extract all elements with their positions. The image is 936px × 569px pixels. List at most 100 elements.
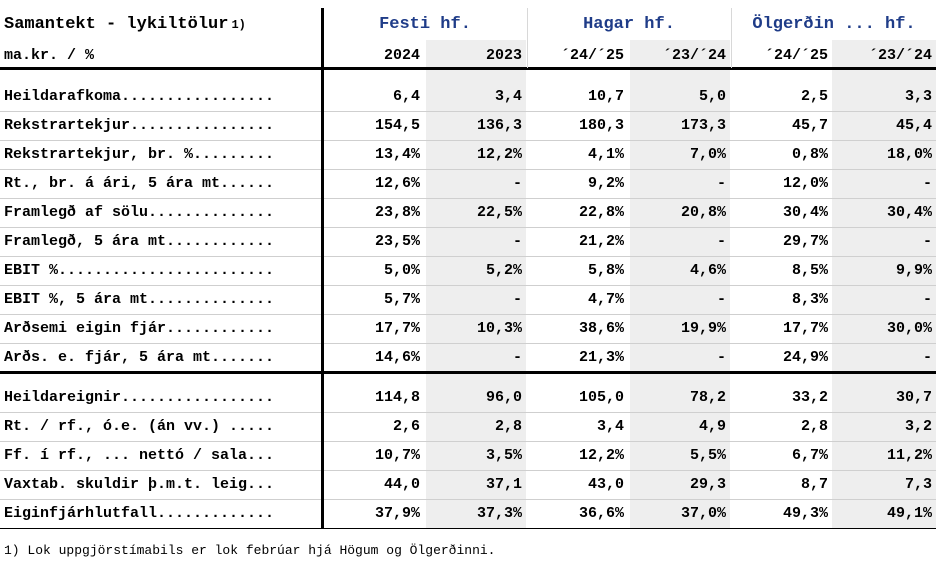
company-header-hagar: Hagar hf. (583, 15, 675, 34)
value-cell: 23,5% (374, 233, 420, 250)
value-cell: 45,7 (791, 117, 828, 134)
table-row: Framlegð af sölu.............. 23,8% 22,5%… (0, 198, 936, 227)
row-label: Arðs. e. fjár, 5 ára mt....... (4, 349, 275, 366)
row-label: Framlegð af sölu.............. (4, 204, 275, 221)
value-cell: 9,9% (895, 262, 932, 279)
value-cell: 37,1 (485, 476, 522, 493)
value-cell: 7,0% (689, 146, 726, 163)
value-cell: 136,3 (476, 117, 522, 134)
value-cell: 6,7% (791, 447, 828, 464)
row-gridline (0, 256, 936, 257)
title-text: Samantekt - lykiltölur (4, 15, 229, 34)
value-cell: 10,3% (476, 320, 522, 337)
table-row: Framlegð, 5 ára mt............ 23,5% - 21,2… (0, 227, 936, 256)
value-cell: 10,7% (374, 447, 420, 464)
value-cell: 5,0% (383, 262, 420, 279)
value-cell: - (922, 233, 932, 250)
value-cell: 5,8% (587, 262, 624, 279)
value-cell: 29,7% (782, 233, 828, 250)
value-cell: 4,7% (587, 291, 624, 308)
value-cell: 2,5 (800, 88, 828, 105)
row-gridline (0, 169, 936, 170)
table-row: Vaxtab. skuldir þ.m.t. leig... 44,0 37,1 43… (0, 470, 936, 499)
table-row: EBIT %, 5 ára mt.............. 5,7% - 4,7% -… (0, 285, 936, 314)
value-cell: - (716, 349, 726, 366)
value-cell: 4,9 (698, 418, 726, 435)
value-cell: - (512, 175, 522, 192)
value-cell: 0,8% (791, 146, 828, 163)
shade-col-2023 (426, 40, 526, 528)
value-cell: 12,2% (476, 146, 522, 163)
value-cell: 154,5 (374, 117, 420, 134)
table-row: EBIT %........................ 5,0% 5,2% 5,… (0, 256, 936, 285)
value-cell: 3,4 (596, 418, 624, 435)
value-cell: 8,3% (791, 291, 828, 308)
value-cell: 49,3% (782, 505, 828, 522)
value-cell: 173,3 (680, 117, 726, 134)
period-header: ´24/´25 (764, 47, 828, 64)
row-gridline (0, 198, 936, 199)
header-rule (0, 67, 936, 70)
table-row: Heildarafkoma................. 6,4 3,4 10,7… (0, 82, 936, 111)
shade-col-olgerdin-prev (832, 40, 936, 528)
period-header: ´23/´24 (868, 47, 932, 64)
row-gridline (0, 227, 936, 228)
value-cell: 12,6% (374, 175, 420, 192)
title-footnote-marker: 1) (231, 18, 246, 32)
value-cell: 96,0 (485, 389, 522, 406)
value-cell: 37,9% (374, 505, 420, 522)
value-cell: 21,3% (578, 349, 624, 366)
value-cell: 9,2% (587, 175, 624, 192)
value-cell: 12,2% (578, 447, 624, 464)
value-cell: 3,5% (485, 447, 522, 464)
value-cell: 49,1% (886, 505, 932, 522)
value-cell: 7,3 (904, 476, 932, 493)
value-cell: 17,7% (782, 320, 828, 337)
row-gridline (0, 499, 936, 500)
value-cell: - (922, 291, 932, 308)
value-cell: 30,0% (886, 320, 932, 337)
value-cell: 22,5% (476, 204, 522, 221)
row-gridline (0, 343, 936, 344)
value-cell: 6,4 (392, 88, 420, 105)
value-cell: - (716, 175, 726, 192)
value-cell: 37,0% (680, 505, 726, 522)
value-cell: 24,9% (782, 349, 828, 366)
row-label: Heildarafkoma................. (4, 88, 275, 105)
value-cell: 78,2 (689, 389, 726, 406)
value-cell: 3,2 (904, 418, 932, 435)
value-cell: 5,0 (698, 88, 726, 105)
value-cell: 4,6% (689, 262, 726, 279)
period-header: ´23/´24 (662, 47, 726, 64)
value-cell: 13,4% (374, 146, 420, 163)
table-row: Rekstrartekjur................ 154,5 136,3… (0, 111, 936, 140)
value-cell: 14,6% (374, 349, 420, 366)
shade-col-hagar-prev (630, 40, 730, 528)
table-row: Arðs. e. fjár, 5 ára mt....... 14,6% - 21,3… (0, 343, 936, 372)
table-row: Ff. í rf., ... nettó / sala... 10,7% 3,5% 1… (0, 441, 936, 470)
value-cell: 105,0 (578, 389, 624, 406)
row-gridline (0, 314, 936, 315)
value-cell: - (716, 233, 726, 250)
value-cell: 3,4 (494, 88, 522, 105)
table-row: Eiginfjárhlutfall............. 37,9% 37,3%… (0, 499, 936, 528)
value-cell: 44,0 (383, 476, 420, 493)
row-gridline (0, 285, 936, 286)
value-cell: - (922, 175, 932, 192)
row-gridline (0, 470, 936, 471)
company-header-festi: Festi hf. (379, 15, 471, 34)
value-cell: 19,9% (680, 320, 726, 337)
value-cell: 36,6% (578, 505, 624, 522)
value-cell: - (512, 291, 522, 308)
units-label: ma.kr. / % (4, 47, 95, 64)
value-cell: 11,2% (886, 447, 932, 464)
row-gridline (0, 441, 936, 442)
value-cell: 33,2 (791, 389, 828, 406)
period-header: 2023 (485, 47, 522, 64)
row-label: Ff. í rf., ... nettó / sala... (4, 447, 275, 464)
row-gridline (0, 412, 936, 413)
table-row: Rt., br. á ári, 5 ára mt...... 12,6% - 9,2%… (0, 169, 936, 198)
value-cell: - (716, 291, 726, 308)
row-label: Vaxtab. skuldir þ.m.t. leig... (4, 476, 275, 493)
value-cell: 30,4% (886, 204, 932, 221)
